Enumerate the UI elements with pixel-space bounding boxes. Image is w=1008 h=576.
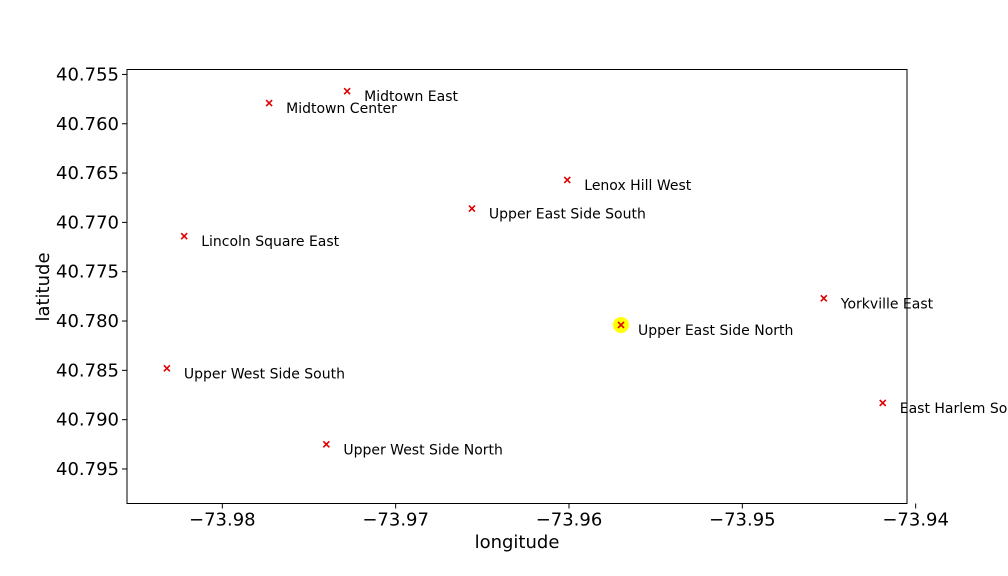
x-marker-stroke — [180, 232, 188, 240]
data-point: Upper East Side South — [468, 205, 646, 223]
y-tick-label: 40.775 — [56, 262, 119, 283]
x-axis-label: longitude — [475, 532, 560, 553]
x-marker-stroke — [820, 294, 828, 302]
x-marker-stroke — [617, 321, 625, 329]
data-point: Yorkville East — [820, 294, 934, 312]
y-tick-label: 40.765 — [56, 163, 119, 184]
y-tick-label: 40.790 — [56, 410, 119, 431]
x-tick-label: −73.97 — [362, 510, 429, 531]
x-marker-stroke — [322, 440, 330, 448]
y-tick-label: 40.795 — [56, 459, 119, 480]
data-point: Upper West Side South — [163, 364, 345, 382]
point-label: Upper West Side South — [184, 366, 345, 382]
point-label: East Harlem South — [900, 401, 1008, 417]
data-point: Midtown Center — [265, 99, 397, 117]
y-axis-label: latitude — [33, 252, 54, 321]
point-label: Midtown Center — [286, 101, 397, 117]
data-point: Lincoln Square East — [180, 232, 340, 250]
y-axis: 40.755 40.760 40.765 40.770 40.775 40.780 40.7… — [56, 64, 127, 480]
data-point: Upper East Side North — [613, 316, 793, 339]
y-tick-label: 40.770 — [56, 212, 119, 233]
point-label: Yorkville East — [840, 296, 934, 312]
x-marker-stroke — [265, 99, 273, 107]
point-label: Lincoln Square East — [201, 234, 339, 250]
x-tick-label: −73.94 — [882, 510, 949, 531]
y-tick-label: 40.760 — [56, 114, 119, 135]
point-label: Midtown East — [364, 89, 458, 105]
data-point: Lenox Hill West — [563, 176, 692, 194]
point-label: Lenox Hill West — [584, 178, 691, 194]
y-tick-label: 40.755 — [56, 64, 119, 85]
x-marker-stroke — [343, 87, 351, 95]
data-point: East Harlem South — [879, 399, 1008, 417]
plot-frame — [126, 69, 908, 504]
y-tick-label: 40.780 — [56, 311, 119, 332]
point-label: Upper East Side South — [489, 207, 646, 223]
y-tick-label: 40.785 — [56, 360, 119, 381]
x-tick-label: −73.95 — [709, 510, 776, 531]
x-tick-label: −73.98 — [189, 510, 256, 531]
x-marker-stroke — [879, 399, 887, 407]
point-label: Upper West Side North — [343, 442, 503, 458]
x-tick-label: −73.96 — [536, 510, 603, 531]
data-point: Midtown East — [343, 87, 459, 105]
x-marker-stroke — [563, 176, 571, 184]
x-marker-stroke — [468, 205, 476, 213]
point-label: Upper East Side North — [638, 323, 793, 339]
data-point: Upper West Side North — [322, 440, 503, 458]
x-marker-stroke — [163, 364, 171, 372]
x-axis: −73.98 −73.97 −73.96 −73.95 −73.94 — [189, 503, 949, 531]
